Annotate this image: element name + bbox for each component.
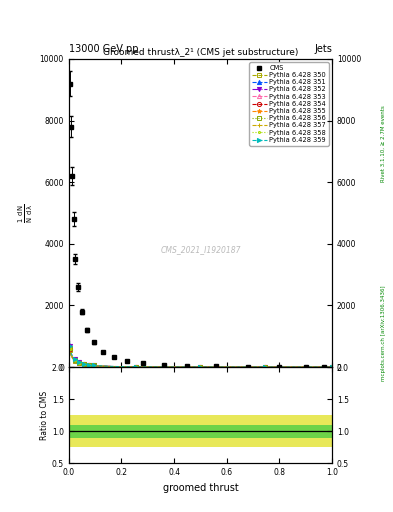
Text: 13000 GeV pp: 13000 GeV pp	[69, 44, 138, 54]
Y-axis label: Ratio to CMS: Ratio to CMS	[40, 391, 49, 440]
Text: Rivet 3.1.10, ≥ 2.7M events: Rivet 3.1.10, ≥ 2.7M events	[381, 105, 386, 182]
Text: mcplots.cern.ch [arXiv:1306.3436]: mcplots.cern.ch [arXiv:1306.3436]	[381, 285, 386, 380]
Text: CMS_2021_I1920187: CMS_2021_I1920187	[160, 245, 241, 254]
Y-axis label: $\mathregular{\frac{1}{N}\,\frac{dN}{d\lambda}}$: $\mathregular{\frac{1}{N}\,\frac{dN}{d\l…	[17, 203, 35, 223]
Text: Jets: Jets	[314, 44, 332, 54]
X-axis label: groomed thrust: groomed thrust	[163, 483, 238, 493]
Title: Groomed thrustλ_2¹ (CMS jet substructure): Groomed thrustλ_2¹ (CMS jet substructure…	[103, 48, 298, 57]
Legend: CMS, Pythia 6.428 350, Pythia 6.428 351, Pythia 6.428 352, Pythia 6.428 353, Pyt: CMS, Pythia 6.428 350, Pythia 6.428 351,…	[249, 62, 329, 145]
